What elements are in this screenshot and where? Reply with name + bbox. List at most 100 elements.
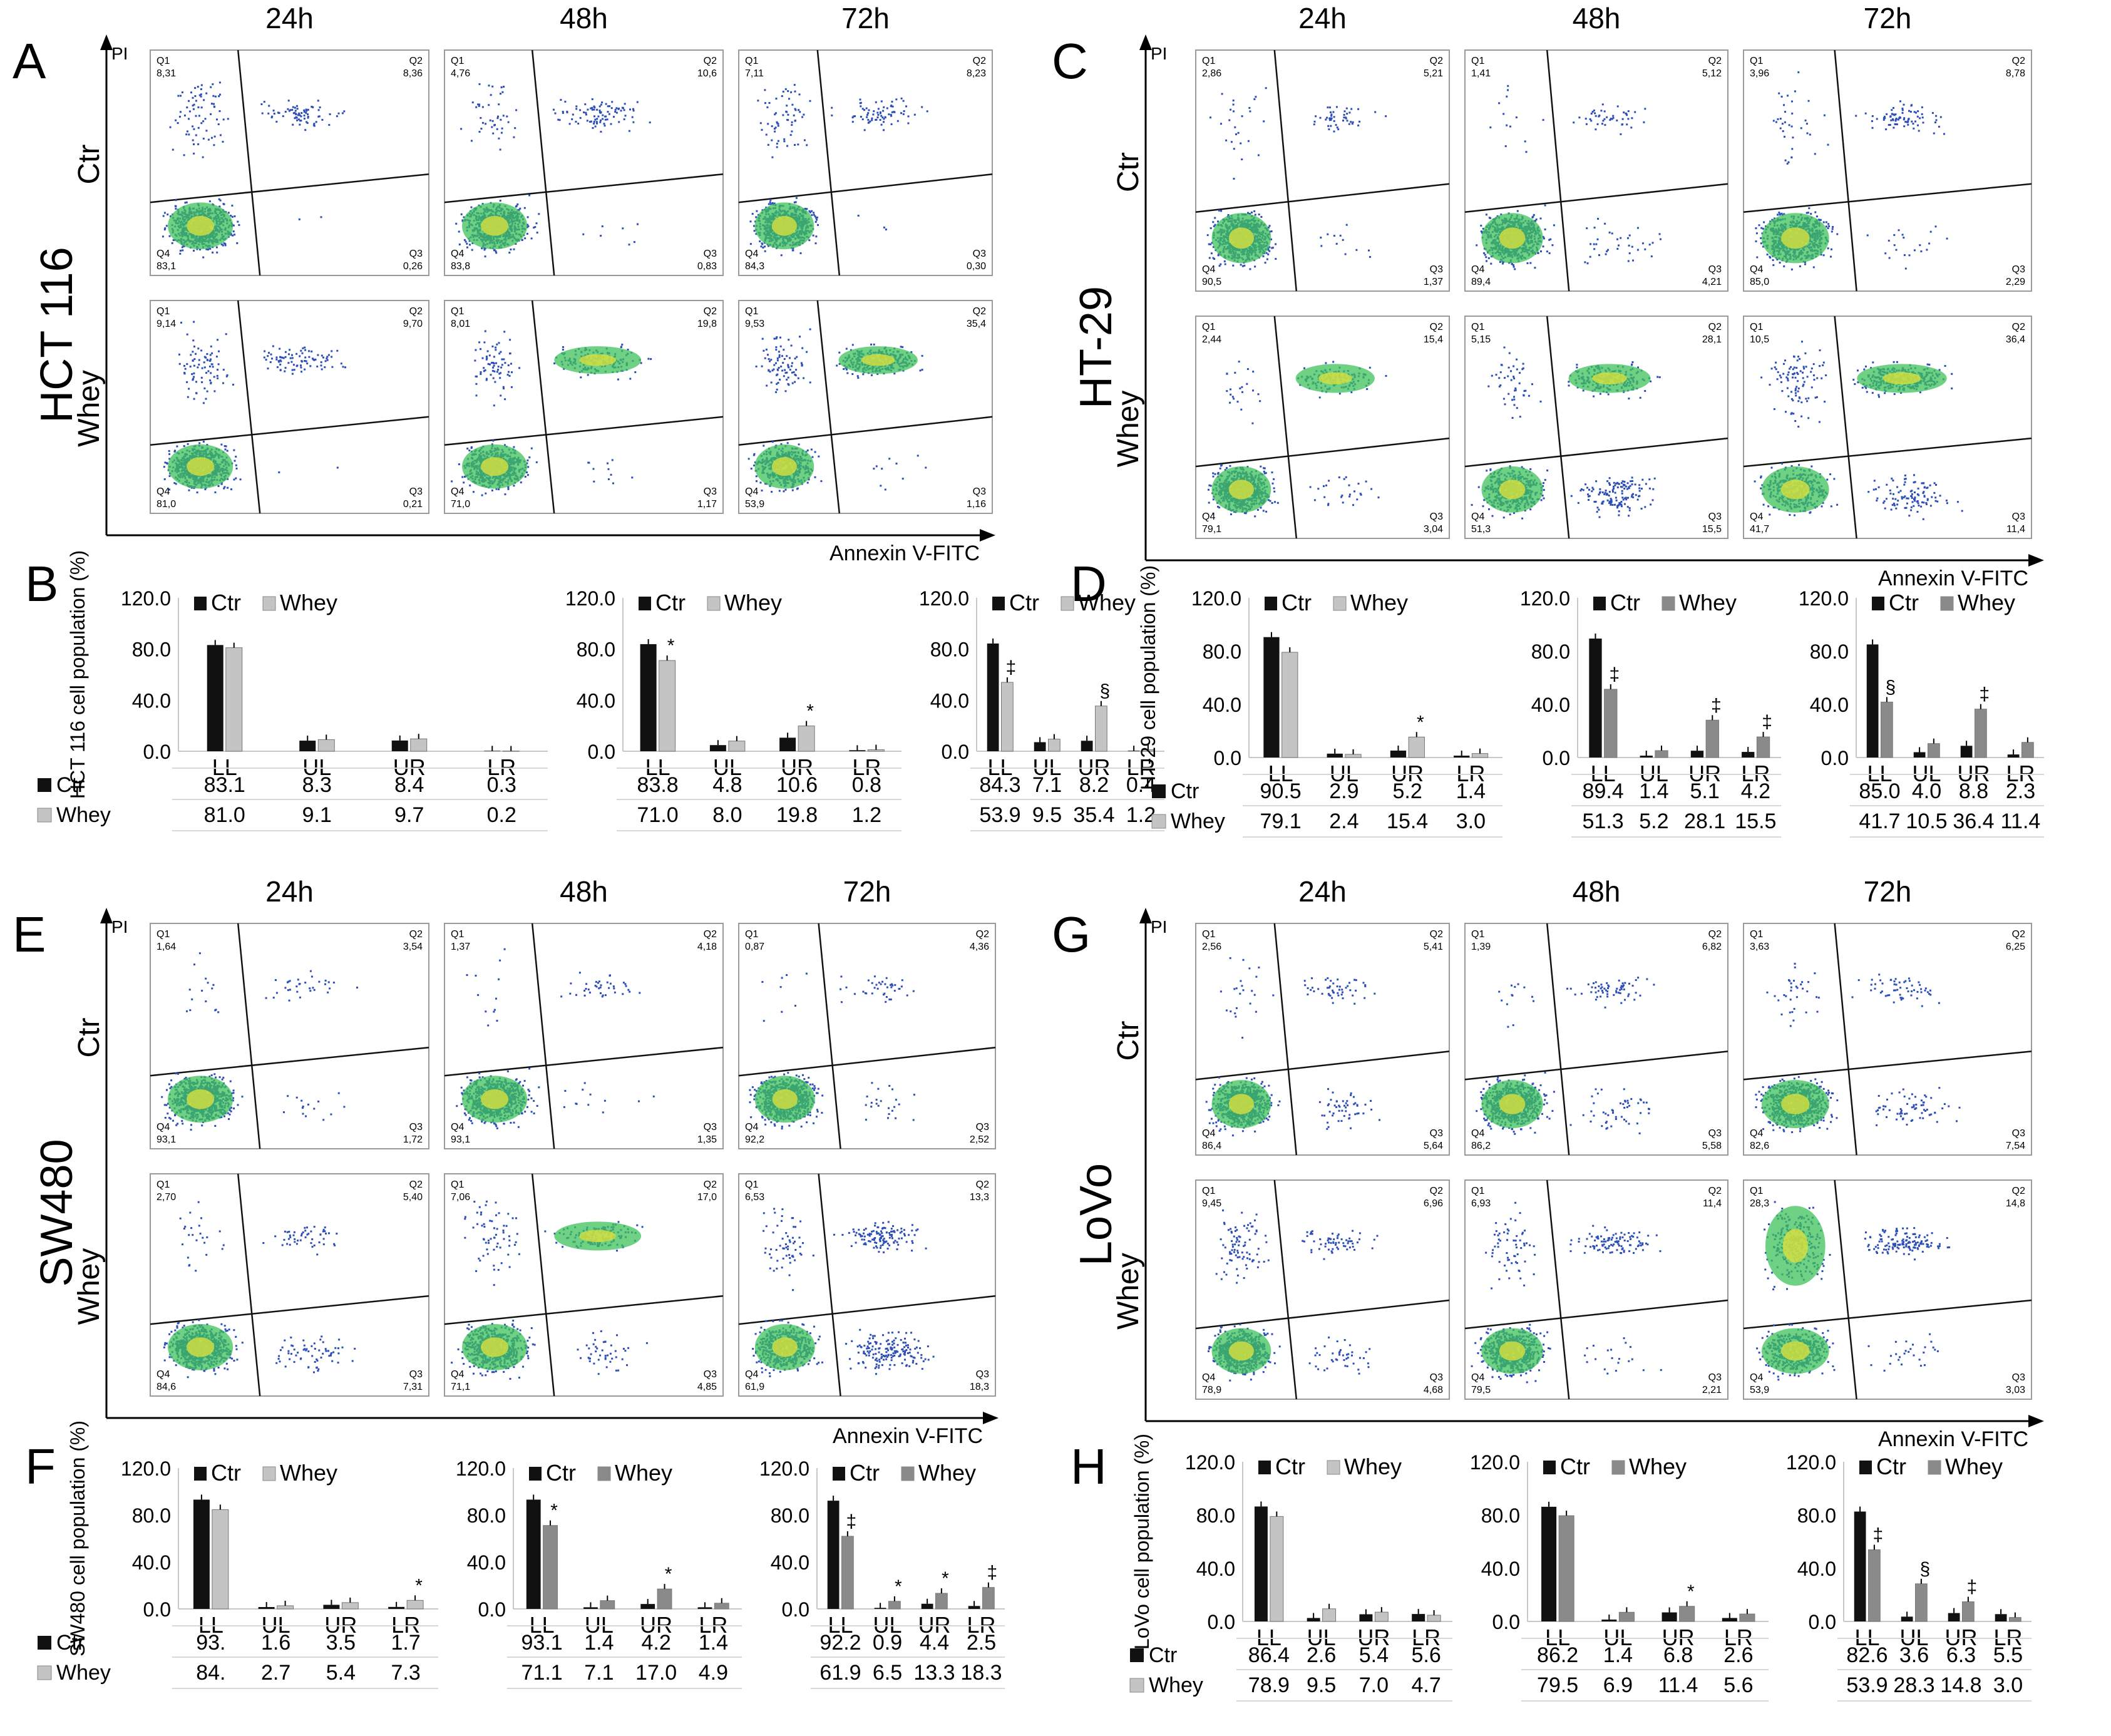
scatter-dot — [620, 346, 623, 348]
scatter-dot — [493, 364, 495, 367]
scatter-dot — [614, 111, 617, 113]
scatter-dot — [210, 363, 213, 366]
scatter-dot — [307, 108, 309, 111]
scatter-dot — [183, 445, 185, 447]
scatter-dot — [188, 489, 190, 491]
scatter-dot — [562, 349, 564, 351]
scatter-dot — [461, 476, 464, 478]
scatter-dot — [768, 102, 771, 104]
scatter-dot — [340, 362, 342, 365]
scatter-dot — [611, 101, 614, 103]
scatter-dot — [498, 137, 500, 140]
scatter-dot — [554, 112, 557, 115]
scatter-dot — [526, 232, 528, 235]
scatter-dot — [300, 349, 302, 352]
scatter-dot — [291, 354, 293, 356]
scatter-dot — [536, 232, 538, 234]
density-core — [168, 202, 234, 250]
scatter-dot — [491, 120, 494, 122]
scatter-dot — [755, 233, 758, 235]
scatter-dot — [526, 226, 528, 229]
scatter-dot — [768, 245, 770, 247]
scatter-dot — [496, 128, 498, 130]
scatter-dot — [482, 121, 484, 124]
scatter-dot — [188, 118, 190, 120]
scatter-dot — [756, 210, 758, 212]
scatter-dot — [299, 355, 301, 357]
gate-horizontal — [150, 173, 429, 203]
scatter-dot — [523, 207, 526, 209]
scatter-dot — [175, 205, 177, 208]
scatter-dot — [503, 331, 506, 333]
scatter-dot — [298, 218, 300, 220]
cell-line-label: HCT 116 — [32, 247, 82, 423]
scatter-dot — [200, 122, 203, 125]
scatter-dot — [493, 249, 496, 252]
scatter-dot — [163, 212, 166, 214]
scatter-dot — [203, 361, 205, 364]
scatter-dot — [470, 140, 473, 142]
quadrant-value-q3: 0,30 — [967, 261, 986, 272]
scatter-dot — [219, 134, 222, 136]
scatter-dot — [593, 108, 595, 111]
scatter-dot — [588, 461, 590, 464]
scatter-dot — [507, 488, 510, 490]
scatter-dot — [279, 356, 281, 358]
scatter-dot — [217, 369, 218, 371]
scatter-dot — [593, 480, 595, 483]
scatter-dot — [186, 130, 188, 133]
scatter-dot — [195, 381, 197, 383]
scatter-dot — [210, 345, 212, 347]
scatter-dot — [198, 115, 200, 117]
scatter-dot — [180, 321, 182, 324]
scatter-dot — [311, 357, 314, 360]
scatter-dot — [621, 343, 624, 346]
scatter-dot — [784, 488, 787, 491]
scatter-dot — [500, 93, 501, 95]
scatter-dot — [468, 449, 471, 452]
row-label: Ctr — [73, 144, 106, 184]
scatter-dot — [168, 475, 171, 477]
scatter-dot — [496, 343, 498, 346]
scatter-dot — [791, 489, 794, 491]
scatter-dot — [521, 239, 523, 241]
scatter-dot — [602, 118, 604, 120]
scatter-dot — [500, 86, 503, 88]
scatter-dot — [597, 115, 600, 118]
scatter-dot — [186, 106, 188, 109]
scatter-dot — [620, 110, 622, 112]
scatter-dot — [197, 366, 199, 369]
scatter-dot — [306, 121, 308, 123]
scatter-dot — [458, 230, 460, 233]
scatter-dot — [327, 354, 330, 356]
quadrant-value-q4: 83,1 — [157, 261, 176, 272]
scatter-dot — [303, 117, 306, 120]
scatter-dot — [218, 198, 220, 200]
quadrant-value-q4: 83,8 — [451, 261, 470, 272]
scatter-dot — [320, 361, 322, 364]
scatter-dot — [877, 114, 880, 116]
scatter-dot — [192, 108, 195, 110]
scatter-dot — [289, 349, 291, 351]
scatter-dot — [801, 116, 804, 118]
scatter-dot — [618, 121, 620, 123]
scatter-dot — [304, 349, 307, 351]
scatter-dot — [857, 215, 860, 217]
scatter-dot — [751, 213, 754, 215]
scatter-dot — [764, 245, 766, 248]
scatter-dot — [606, 118, 609, 121]
scatter-dot — [481, 203, 484, 205]
scatter-dot — [322, 356, 324, 359]
scatter-dot — [195, 115, 197, 117]
scatter-dot — [797, 143, 799, 146]
scatter-dot — [213, 105, 215, 108]
scatter-dot — [195, 134, 197, 136]
scatter-dot — [304, 360, 306, 362]
scatter-dot — [483, 341, 486, 344]
density-core — [462, 202, 528, 250]
scatter-dot — [524, 476, 526, 478]
scatter-dot — [223, 445, 226, 447]
